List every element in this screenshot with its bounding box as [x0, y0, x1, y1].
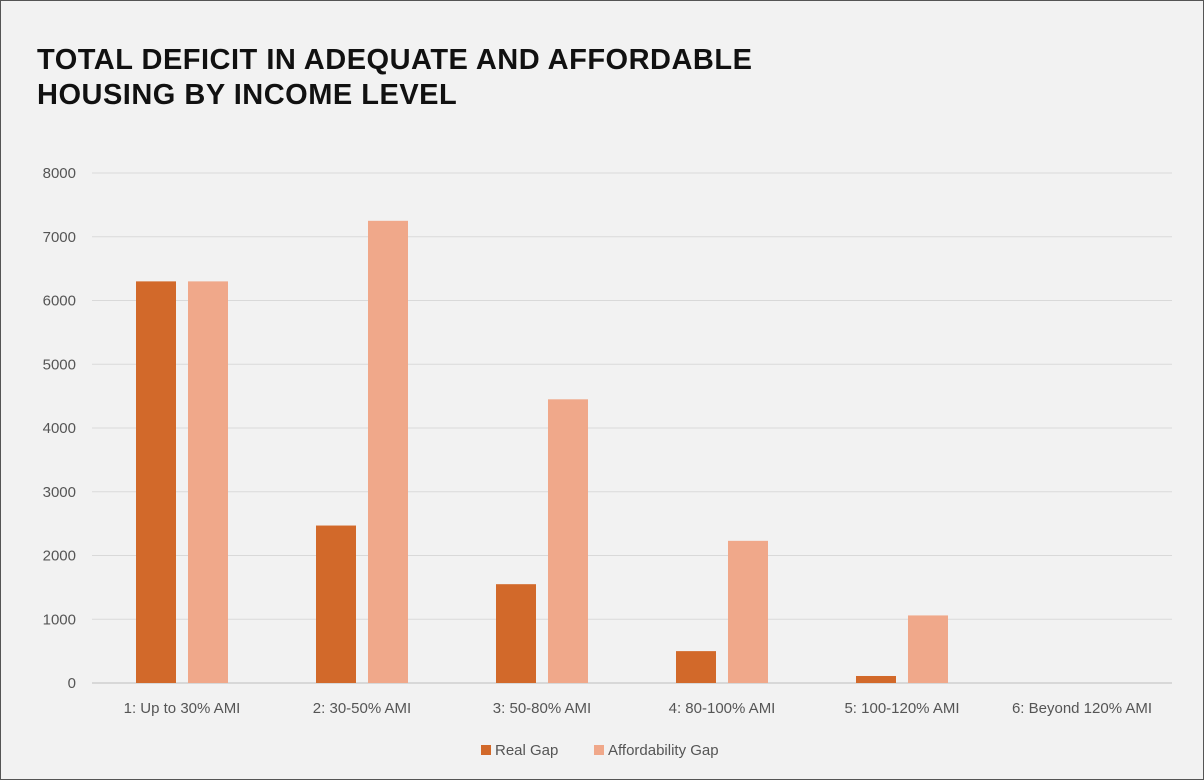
bar-affordability-gap	[908, 615, 948, 683]
x-tick-label: 1: Up to 30% AMI	[124, 700, 241, 717]
bar-real-gap	[136, 281, 176, 683]
y-tick-label: 0	[68, 675, 76, 692]
x-axis-labels: 1: Up to 30% AMI 2: 30-50% AMI 3: 50-80% A…	[124, 700, 1152, 717]
x-tick-label: 6: Beyond 120% AMI	[1012, 700, 1152, 717]
y-tick-label: 2000	[43, 548, 76, 565]
gridlines	[92, 172, 1172, 684]
bar-affordability-gap	[368, 220, 408, 683]
y-tick-label: 3000	[43, 484, 76, 501]
bar-real-gap	[316, 525, 356, 683]
bars	[136, 220, 948, 683]
bar-affordability-gap	[548, 399, 588, 683]
y-tick-label: 8000	[43, 165, 76, 182]
bar-real-gap	[496, 584, 536, 683]
bar-real-gap	[676, 651, 716, 683]
x-tick-label: 2: 30-50% AMI	[313, 700, 411, 717]
bar-real-gap	[856, 675, 896, 683]
bar-affordability-gap	[188, 281, 228, 683]
chart-title: TOTAL DEFICIT IN ADEQUATE AND AFFORDABLE…	[37, 43, 752, 113]
y-tick-label: 7000	[43, 229, 76, 246]
chart-title-line-1: TOTAL DEFICIT IN ADEQUATE AND AFFORDABLE	[37, 44, 753, 76]
y-tick-label: 1000	[43, 611, 76, 628]
y-tick-label: 5000	[43, 356, 76, 373]
chart-title-line-2: HOUSING BY INCOME LEVEL	[37, 79, 458, 111]
x-tick-label: 5: 100-120% AMI	[844, 700, 959, 717]
bar-affordability-gap	[728, 540, 768, 683]
y-axis-labels: 0 1000 2000 3000 4000 5000 6000 7000 8000	[43, 165, 76, 692]
legend-label: Real Gap	[495, 742, 558, 759]
x-tick-label: 3: 50-80% AMI	[493, 700, 591, 717]
y-tick-label: 4000	[43, 420, 76, 437]
legend-label: Affordability Gap	[608, 742, 719, 759]
x-tick-label: 4: 80-100% AMI	[669, 700, 776, 717]
legend-swatch	[594, 745, 604, 755]
y-tick-label: 6000	[43, 293, 76, 310]
legend-swatch	[481, 745, 491, 755]
legend: Real Gap Affordability Gap	[481, 742, 719, 759]
